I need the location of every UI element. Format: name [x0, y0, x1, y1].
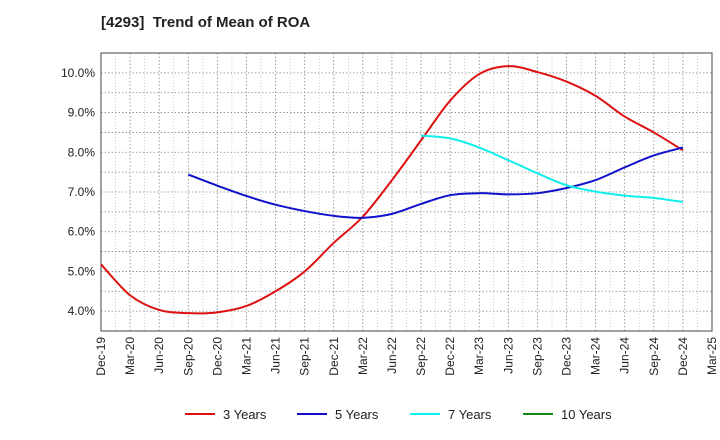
axis-labels: 4.0% 5.0% 6.0% 7.0% 8.0% 9.0% 10.0% Dec-19 Mar-2… — [61, 66, 719, 376]
x-tick-label: Sep-23 — [530, 337, 544, 376]
legend-label-5-years: 5 Years — [335, 407, 379, 422]
y-tick-label: 6.0% — [68, 225, 96, 239]
x-tick-label: Jun-24 — [618, 337, 632, 374]
chart-title: [4293] Trend of Mean of ROA — [101, 14, 311, 31]
series-line-7-years — [420, 134, 684, 203]
x-tick-label: Sep-20 — [181, 337, 195, 376]
legend-label-7-years: 7 Years — [448, 407, 492, 422]
x-tick-label: Mar-25 — [705, 337, 719, 375]
legend: 3 Years 5 Years 7 Years 10 Years — [185, 407, 612, 422]
x-tick-label: Dec-22 — [443, 337, 457, 376]
x-tick-label: Mar-21 — [239, 337, 253, 375]
y-tick-label: 5.0% — [68, 264, 96, 278]
x-tick-label: Sep-22 — [414, 337, 428, 376]
plot-area — [100, 52, 713, 332]
y-tick-label: 4.0% — [68, 304, 96, 318]
legend-label-10-years: 10 Years — [561, 407, 612, 422]
x-tick-label: Jun-22 — [385, 337, 399, 374]
legend-label-3-years: 3 Years — [223, 407, 267, 422]
x-tick-label: Mar-24 — [589, 337, 603, 375]
x-tick-label: Dec-19 — [94, 337, 108, 376]
x-tick-label: Mar-23 — [472, 337, 486, 375]
grid-lines — [100, 52, 713, 332]
x-tick-label: Dec-24 — [676, 337, 690, 376]
x-tick-label: Sep-21 — [298, 337, 312, 376]
y-tick-label: 8.0% — [68, 145, 96, 159]
x-tick-label: Mar-20 — [123, 337, 137, 375]
x-tick-label: Dec-20 — [210, 337, 224, 376]
series-lines — [100, 65, 684, 315]
y-tick-label: 10.0% — [61, 66, 95, 80]
x-tick-label: Jun-20 — [152, 337, 166, 374]
x-tick-label: Jun-21 — [269, 337, 283, 374]
y-tick-label: 7.0% — [68, 185, 96, 199]
x-tick-label: Jun-23 — [501, 337, 515, 374]
series-line-3-years — [100, 65, 684, 315]
x-tick-label: Sep-24 — [647, 337, 661, 376]
x-tick-label: Dec-23 — [560, 337, 574, 376]
y-tick-label: 9.0% — [68, 106, 96, 120]
series-line-5-years — [187, 146, 684, 219]
x-tick-label: Mar-22 — [356, 337, 370, 375]
x-tick-label: Dec-21 — [327, 337, 341, 376]
